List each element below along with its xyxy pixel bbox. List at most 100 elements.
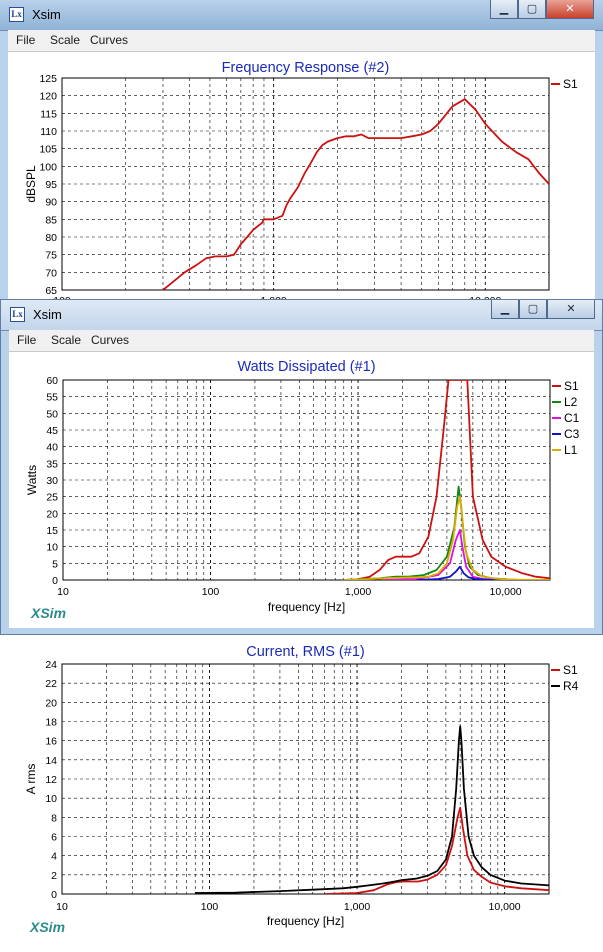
y-tick-label: 115 xyxy=(40,108,57,120)
series-line-r4 xyxy=(195,725,549,894)
x-tick-label: 100 xyxy=(201,901,219,913)
legend-label-c3: C3 xyxy=(564,427,580,441)
series-group xyxy=(195,725,549,894)
series-line-l1 xyxy=(343,495,550,580)
window-frame-right xyxy=(594,330,602,634)
y-tick-label: 65 xyxy=(45,285,57,297)
series-line-s1 xyxy=(162,98,549,290)
legend-label-s1: S1 xyxy=(564,379,579,393)
maximize-button[interactable]: ▢ xyxy=(518,0,546,19)
plot-area-frame xyxy=(62,379,551,581)
window-frame-bottom xyxy=(1,628,602,634)
y-tick-label: 15 xyxy=(46,525,58,537)
title-bar[interactable]: Lx Xsim ▁ ▢ ✕ xyxy=(1,300,602,331)
y-tick-label: 12 xyxy=(45,774,57,786)
y-axis-label: A rms xyxy=(24,764,38,795)
menu-file[interactable]: File xyxy=(16,33,36,47)
series-group xyxy=(343,380,550,580)
legend-label-l2: L2 xyxy=(564,395,578,409)
window-frame-left xyxy=(0,30,8,300)
x-tick-label: 1,000 xyxy=(345,586,371,598)
y-tick-label: 120 xyxy=(39,91,57,103)
menu-scale[interactable]: Scale xyxy=(51,333,82,347)
y-tick-label: 90 xyxy=(45,197,57,209)
series-group xyxy=(162,98,549,290)
xsim-logo: XSim xyxy=(30,605,66,621)
chart-title: Current, RMS (#1) xyxy=(246,644,364,660)
menu-file[interactable]: File xyxy=(17,333,37,347)
menu-bar: File Scale Curves xyxy=(9,330,594,352)
y-tick-label: 40 xyxy=(46,442,58,454)
y-tick-label: 85 xyxy=(45,214,57,226)
legend-label-r4: R4 xyxy=(563,679,579,693)
y-tick-label: 30 xyxy=(46,475,58,487)
y-tick-label: 14 xyxy=(45,755,57,767)
close-button[interactable]: ✕ xyxy=(547,300,595,319)
legend-label-s1: S1 xyxy=(563,77,578,91)
legend-label-s1: S1 xyxy=(563,663,578,677)
maximize-button[interactable]: ▢ xyxy=(519,300,547,319)
y-tick-label: 18 xyxy=(45,717,57,729)
y-tick-label: 50 xyxy=(46,408,58,420)
y-tick-label: 25 xyxy=(46,492,58,504)
frequency-response-window: 65 70 75 80 85 90 95 100 105 110 115 120 125 100 1,000… xyxy=(0,0,603,300)
y-tick-label: 105 xyxy=(39,144,57,156)
xsim-app-icon: Lx xyxy=(10,307,25,322)
minimize-button[interactable]: ▁ xyxy=(490,0,518,19)
watts-dissipated-window: 0 5 10 15 20 25 30 35 40 45 50 55 60 10 100 1,000 10,000… xyxy=(0,299,603,635)
plot-area-frame xyxy=(61,663,550,895)
menu-scale[interactable]: Scale xyxy=(50,33,81,47)
title-bar[interactable]: Lx Xsim ▁ ▢ ✕ xyxy=(0,0,603,31)
y-tick-label: 8 xyxy=(51,812,57,824)
y-tick-label: 20 xyxy=(46,508,58,520)
legend-label-c1: C1 xyxy=(564,411,580,425)
close-button[interactable]: ✕ xyxy=(546,0,594,19)
y-axis-label: Watts xyxy=(25,465,39,495)
y-tick-label: 110 xyxy=(40,126,57,138)
y-tick-label: 10 xyxy=(45,793,57,805)
menu-bar: File Scale Curves xyxy=(8,30,595,52)
y-tick-label: 6 xyxy=(51,832,57,844)
x-tick-label: 10 xyxy=(57,586,69,598)
y-tick-label: 80 xyxy=(45,232,57,244)
y-tick-label: 0 xyxy=(52,575,58,587)
window-title: Xsim xyxy=(33,307,62,322)
y-tick-label: 4 xyxy=(51,851,57,863)
chart-title: Watts Dissipated (#1) xyxy=(237,359,375,375)
y-axis-label: dBSPL xyxy=(24,165,38,203)
x-tick-label: 10,000 xyxy=(490,586,522,598)
x-tick-label: 1,000 xyxy=(344,901,370,913)
current-rms-window: 0 2 4 6 8 10 12 14 16 18 20 22 24 10 100 1,000 10,000 S1 R… xyxy=(0,632,603,952)
series-line-c3 xyxy=(416,565,506,580)
menu-curves[interactable]: Curves xyxy=(90,33,129,47)
series-line-s1 xyxy=(324,806,549,894)
window-frame-left xyxy=(1,330,9,634)
y-tick-label: 35 xyxy=(46,458,58,470)
minimize-button[interactable]: ▁ xyxy=(491,300,519,319)
x-tick-label: 100 xyxy=(53,295,71,300)
y-tick-label: 2 xyxy=(51,870,57,882)
y-tick-label: 70 xyxy=(45,267,57,279)
y-tick-label: 16 xyxy=(45,736,57,748)
watts-dissipated-chart: 0 5 10 15 20 25 30 35 40 45 50 55 60 10 100 1,000 10,000… xyxy=(25,359,580,621)
x-tick-label: 1,000 xyxy=(261,295,287,300)
window-title: Xsim xyxy=(32,7,61,22)
y-tick-label: 22 xyxy=(45,678,57,690)
x-tick-label: 100 xyxy=(202,586,220,598)
chart-title: Frequency Response (#2) xyxy=(222,60,390,76)
window-frame-right xyxy=(595,30,603,300)
y-tick-label: 75 xyxy=(45,250,57,262)
series-line-c1 xyxy=(383,529,518,580)
frequency-response-chart: 65 70 75 80 85 90 95 100 105 110 115 120 125 100 1,000… xyxy=(24,60,578,300)
menu-curves[interactable]: Curves xyxy=(91,333,130,347)
y-tick-label: 125 xyxy=(39,73,57,85)
y-tick-label: 100 xyxy=(39,161,57,173)
xsim-logo: XSim xyxy=(29,919,65,935)
series-line-s1 xyxy=(343,380,550,580)
x-axis-label: frequency [Hz] xyxy=(267,914,344,928)
y-tick-label: 20 xyxy=(45,697,57,709)
x-tick-label: 10 xyxy=(56,901,68,913)
y-tick-label: 0 xyxy=(51,889,57,901)
xsim-app-icon: Lx xyxy=(9,7,24,22)
